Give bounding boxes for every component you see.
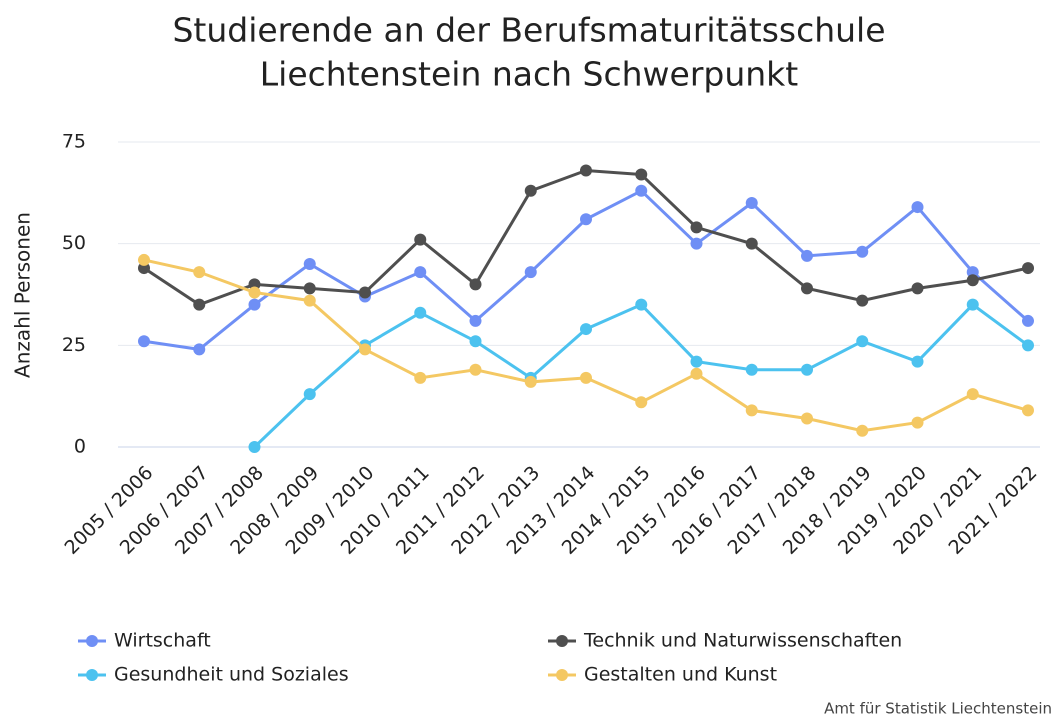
- data-point: [745, 197, 758, 209]
- data-point: [469, 314, 482, 327]
- data-point: [635, 168, 648, 181]
- data-point: [1022, 314, 1034, 327]
- data-point: [469, 278, 482, 291]
- data-point: [801, 282, 813, 295]
- data-point: [580, 371, 592, 384]
- data-point: [856, 245, 869, 258]
- source: Amt für Statistik Liechtenstein: [824, 700, 1052, 718]
- data-point: [414, 266, 427, 279]
- legend-label: Technik und Naturwissenschaften: [583, 630, 902, 652]
- data-point: [248, 286, 261, 299]
- data-point: [303, 388, 316, 401]
- data-point: [580, 213, 592, 226]
- data-point: [856, 424, 869, 437]
- data-point: [580, 323, 592, 336]
- y-tick-label: 75: [62, 131, 86, 153]
- legend-label: Wirtschaft: [114, 630, 211, 652]
- data-point: [801, 363, 813, 376]
- data-point: [524, 266, 537, 279]
- data-point: [1022, 404, 1034, 417]
- data-point: [414, 233, 427, 246]
- legend-label: Gesundheit und Soziales: [114, 664, 349, 686]
- data-point: [911, 282, 924, 295]
- data-point: [193, 343, 206, 356]
- data-point: [745, 363, 758, 376]
- data-point: [635, 298, 648, 311]
- data-point: [801, 412, 813, 425]
- data-point: [911, 201, 924, 214]
- data-point: [690, 367, 703, 380]
- data-point: [138, 335, 150, 348]
- y-tick-label: 25: [62, 334, 86, 356]
- series-line: [253, 302, 1029, 449]
- data-point: [635, 396, 648, 409]
- data-point: [469, 363, 482, 376]
- data-point: [635, 184, 648, 197]
- data-point: [911, 416, 924, 429]
- data-point: [966, 298, 979, 311]
- data-point: [248, 298, 261, 311]
- data-point: [801, 249, 813, 262]
- legend-marker: [556, 669, 568, 681]
- data-point: [690, 355, 703, 368]
- data-point: [138, 253, 150, 266]
- legend-label: Gestalten und Kunst: [584, 664, 777, 686]
- data-point: [303, 258, 316, 270]
- data-point: [966, 388, 979, 401]
- data-point: [303, 282, 316, 295]
- data-point: [414, 306, 427, 319]
- chart-title: Studierende an der Berufsmaturitätsschul…: [172, 11, 885, 50]
- data-point: [193, 298, 206, 311]
- data-point: [1022, 262, 1034, 275]
- series-line: [143, 168, 1029, 307]
- data-point: [745, 404, 758, 417]
- data-point: [966, 274, 979, 287]
- data-point: [248, 441, 261, 453]
- data-point: [690, 221, 703, 234]
- legend-marker: [556, 635, 568, 647]
- y-tick-label: 0: [74, 436, 86, 458]
- data-point: [524, 184, 537, 197]
- y-axis-label: Anzahl Personen: [11, 212, 35, 378]
- data-point: [524, 375, 537, 388]
- data-point: [303, 294, 316, 307]
- data-point: [1022, 339, 1034, 352]
- data-point: [193, 266, 206, 279]
- y-tick-label: 50: [62, 232, 86, 254]
- data-point: [911, 355, 924, 368]
- data-point: [580, 164, 592, 177]
- legend-marker: [86, 669, 98, 681]
- data-point: [856, 294, 869, 307]
- data-point: [359, 343, 371, 356]
- data-point: [359, 286, 371, 299]
- data-point: [469, 335, 482, 348]
- legend-marker: [86, 635, 98, 647]
- data-point: [745, 237, 758, 250]
- data-point: [856, 335, 869, 348]
- data-point: [414, 371, 427, 384]
- data-point: [690, 237, 703, 250]
- chart-title: Liechtenstein nach Schwerpunkt: [260, 55, 799, 94]
